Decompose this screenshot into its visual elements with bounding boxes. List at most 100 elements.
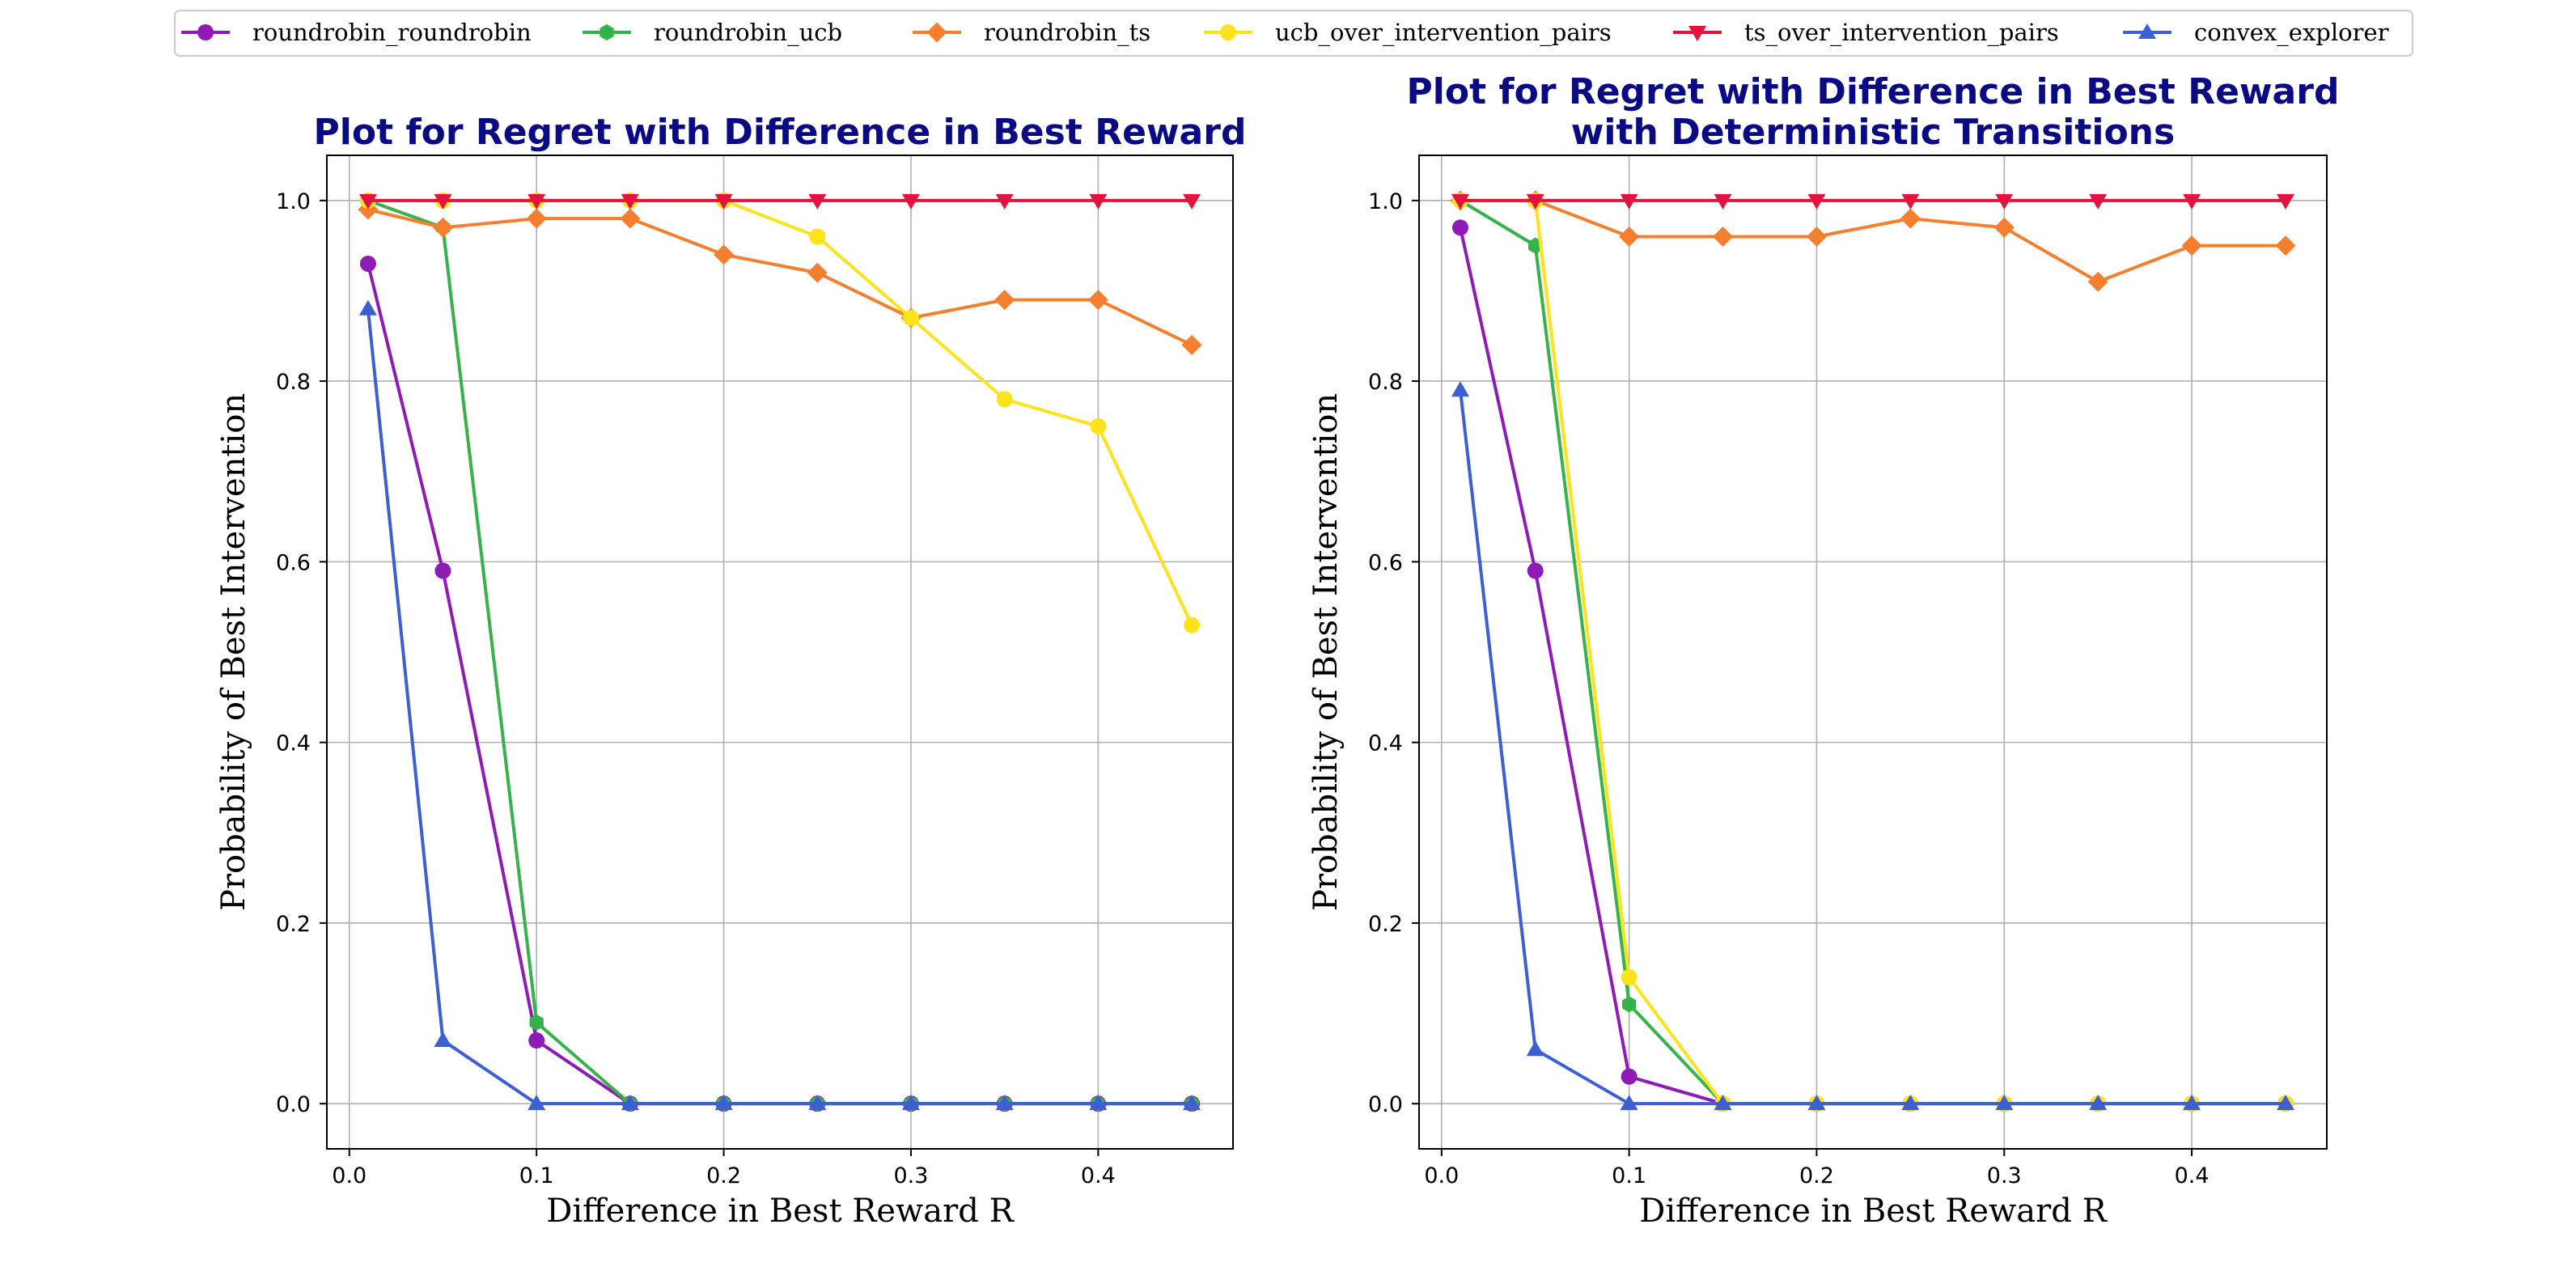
data-point-convex-explorer <box>1089 1095 1108 1111</box>
data-point-ts-over-intervention-pairs <box>1183 193 1201 210</box>
y-axis-ticks: 0.0 0.2 0.4 0.6 0.8 1.0 <box>276 189 327 1117</box>
data-point-ts-over-intervention-pairs <box>434 193 452 210</box>
chart-right: Plot for Regret with Difference in Best … <box>1307 71 2339 1230</box>
data-point-roundrobin-ts <box>1900 208 1921 229</box>
data-point-roundrobin-roundrobin <box>1621 1068 1638 1085</box>
legend-marker-roundrobin-ucb <box>600 24 614 40</box>
x-axis-label: Difference in Best Reward R <box>546 1193 1015 1230</box>
chart-left: Plot for Regret with Difference in Best … <box>215 112 1246 1230</box>
data-point-roundrobin-ts <box>1181 334 1202 355</box>
data-point-convex-explorer <box>527 1095 546 1111</box>
data-point-convex-explorer <box>1901 1095 1920 1111</box>
legend-item-ts-over-intervention-pairs: ts_over_intervention_pairs <box>1673 19 2059 47</box>
x-tick-label: 0.3 <box>1987 1163 2022 1188</box>
data-point-ts-over-intervention-pairs <box>901 193 920 210</box>
series-ts-over-intervention-pairs <box>358 193 1201 210</box>
plot-frame <box>1418 155 2328 1150</box>
x-tick-label: 0.3 <box>894 1163 929 1188</box>
data-point-ts-over-intervention-pairs <box>714 193 733 210</box>
data-point-convex-explorer <box>901 1095 920 1111</box>
legend-label-roundrobin-roundrobin: roundrobin_roundrobin <box>252 19 532 47</box>
y-tick-label: 0.4 <box>1368 731 1403 756</box>
x-tick-label: 0.4 <box>2175 1163 2210 1188</box>
series-line-roundrobin-ts <box>367 208 1193 347</box>
x-axis-ticks: 0.0 0.1 0.2 0.3 0.4 <box>1424 1149 2210 1188</box>
data-point-convex-explorer <box>1620 1095 1638 1111</box>
data-point-ts-over-intervention-pairs <box>1714 193 1732 210</box>
x-axis-label: Difference in Best Reward R <box>1639 1193 2108 1230</box>
data-point-ts-over-intervention-pairs <box>621 193 639 210</box>
data-point-ts-over-intervention-pairs <box>1620 193 1638 210</box>
data-point-convex-explorer <box>2183 1095 2201 1111</box>
x-axis-ticks: 0.0 0.1 0.2 0.3 0.4 <box>332 1149 1116 1188</box>
data-point-ts-over-intervention-pairs <box>1526 193 1544 210</box>
data-point-convex-explorer <box>1526 1040 1544 1057</box>
data-point-roundrobin-ts <box>1619 226 1640 247</box>
data-point-ts-over-intervention-pairs <box>2277 193 2294 210</box>
data-point-convex-explorer <box>358 299 377 316</box>
chart-title-line: with Deterministic Transitions <box>1571 112 2175 153</box>
legend-label-roundrobin-ucb: roundrobin_ucb <box>654 19 842 47</box>
series-line-roundrobin-ts <box>1460 198 2286 284</box>
data-point-ts-over-intervention-pairs <box>1451 193 1469 210</box>
data-point-convex-explorer <box>1995 1095 2014 1111</box>
data-point-roundrobin-ts <box>2181 235 2202 256</box>
data-point-ucb-over-intervention-pairs <box>1621 968 1638 985</box>
data-point-convex-explorer <box>2277 1095 2294 1111</box>
data-point-ts-over-intervention-pairs <box>1901 193 1920 210</box>
data-point-roundrobin-roundrobin <box>1452 219 1468 236</box>
series-roundrobin-ts <box>358 199 1202 355</box>
data-point-convex-explorer <box>995 1095 1014 1111</box>
data-point-roundrobin-ts <box>714 244 735 265</box>
y-axis-label: Probability of Best Intervention <box>1307 393 1345 911</box>
y-tick-label: 0.2 <box>276 912 311 937</box>
y-axis-ticks: 0.0 0.2 0.4 0.6 0.8 1.0 <box>1368 189 1419 1117</box>
data-point-ucb-over-intervention-pairs <box>1090 417 1107 434</box>
data-point-roundrobin-ts <box>1993 217 2015 238</box>
data-point-roundrobin-ts <box>1806 226 1827 247</box>
data-point-convex-explorer <box>714 1095 733 1111</box>
series-convex-explorer <box>358 299 1201 1111</box>
legend-item-roundrobin-roundrobin: roundrobin_roundrobin <box>181 19 532 47</box>
data-point-roundrobin-ts <box>1087 290 1108 311</box>
data-point-ts-over-intervention-pairs <box>358 193 377 210</box>
data-point-roundrobin-ts <box>526 208 547 229</box>
y-tick-label: 0.8 <box>276 370 311 395</box>
plot-frame <box>326 155 1234 1150</box>
data-point-roundrobin-roundrobin <box>528 1032 545 1049</box>
legend-frame <box>174 10 2413 57</box>
y-axis-label: Probability of Best Intervention <box>215 393 252 911</box>
y-tick-label: 0.4 <box>276 731 311 756</box>
x-tick-label: 0.4 <box>1081 1163 1116 1188</box>
legend-marker-roundrobin-roundrobin <box>197 24 214 40</box>
legend-label-roundrobin-ts: roundrobin_ts <box>984 19 1150 47</box>
data-point-roundrobin-roundrobin <box>359 255 376 272</box>
x-tick-label: 0.2 <box>1799 1163 1834 1188</box>
legend-marker-convex-explorer <box>2138 23 2156 39</box>
x-tick-label: 0.1 <box>1612 1163 1646 1188</box>
legend-marker-roundrobin-ts <box>926 22 947 43</box>
data-point-ts-over-intervention-pairs <box>1807 193 1826 210</box>
data-point-roundrobin-ts <box>2087 271 2108 292</box>
y-tick-label: 1.0 <box>276 189 311 214</box>
data-point-roundrobin-roundrobin <box>434 562 451 579</box>
data-point-roundrobin-ts <box>994 290 1015 311</box>
legend-item-ucb-over-intervention-pairs: ucb_over_intervention_pairs <box>1204 19 1612 47</box>
legend-marker-ucb-over-intervention-pairs <box>1220 24 1236 40</box>
data-point-ts-over-intervention-pairs <box>1995 193 2014 210</box>
legend: roundrobin_roundrobin roundrobin_ucb round… <box>174 10 2413 57</box>
x-tick-label: 0.0 <box>1424 1163 1459 1188</box>
data-point-convex-explorer <box>1451 381 1469 397</box>
legend-label-convex-explorer: convex_explorer <box>2194 19 2389 47</box>
data-point-convex-explorer <box>1807 1095 1826 1111</box>
x-tick-label: 0.1 <box>519 1163 554 1188</box>
y-tick-label: 1.0 <box>1368 189 1403 214</box>
y-tick-label: 0.0 <box>276 1092 311 1117</box>
data-point-roundrobin-ts <box>1713 226 1734 247</box>
data-point-ts-over-intervention-pairs <box>995 193 1014 210</box>
data-point-ts-over-intervention-pairs <box>527 193 546 210</box>
chart-title: Plot for Regret with Difference in Best … <box>314 112 1247 153</box>
y-tick-label: 0.6 <box>276 550 311 575</box>
x-tick-label: 0.0 <box>332 1163 366 1188</box>
chart-title-line: Plot for Regret with Difference in Best … <box>314 112 1247 153</box>
